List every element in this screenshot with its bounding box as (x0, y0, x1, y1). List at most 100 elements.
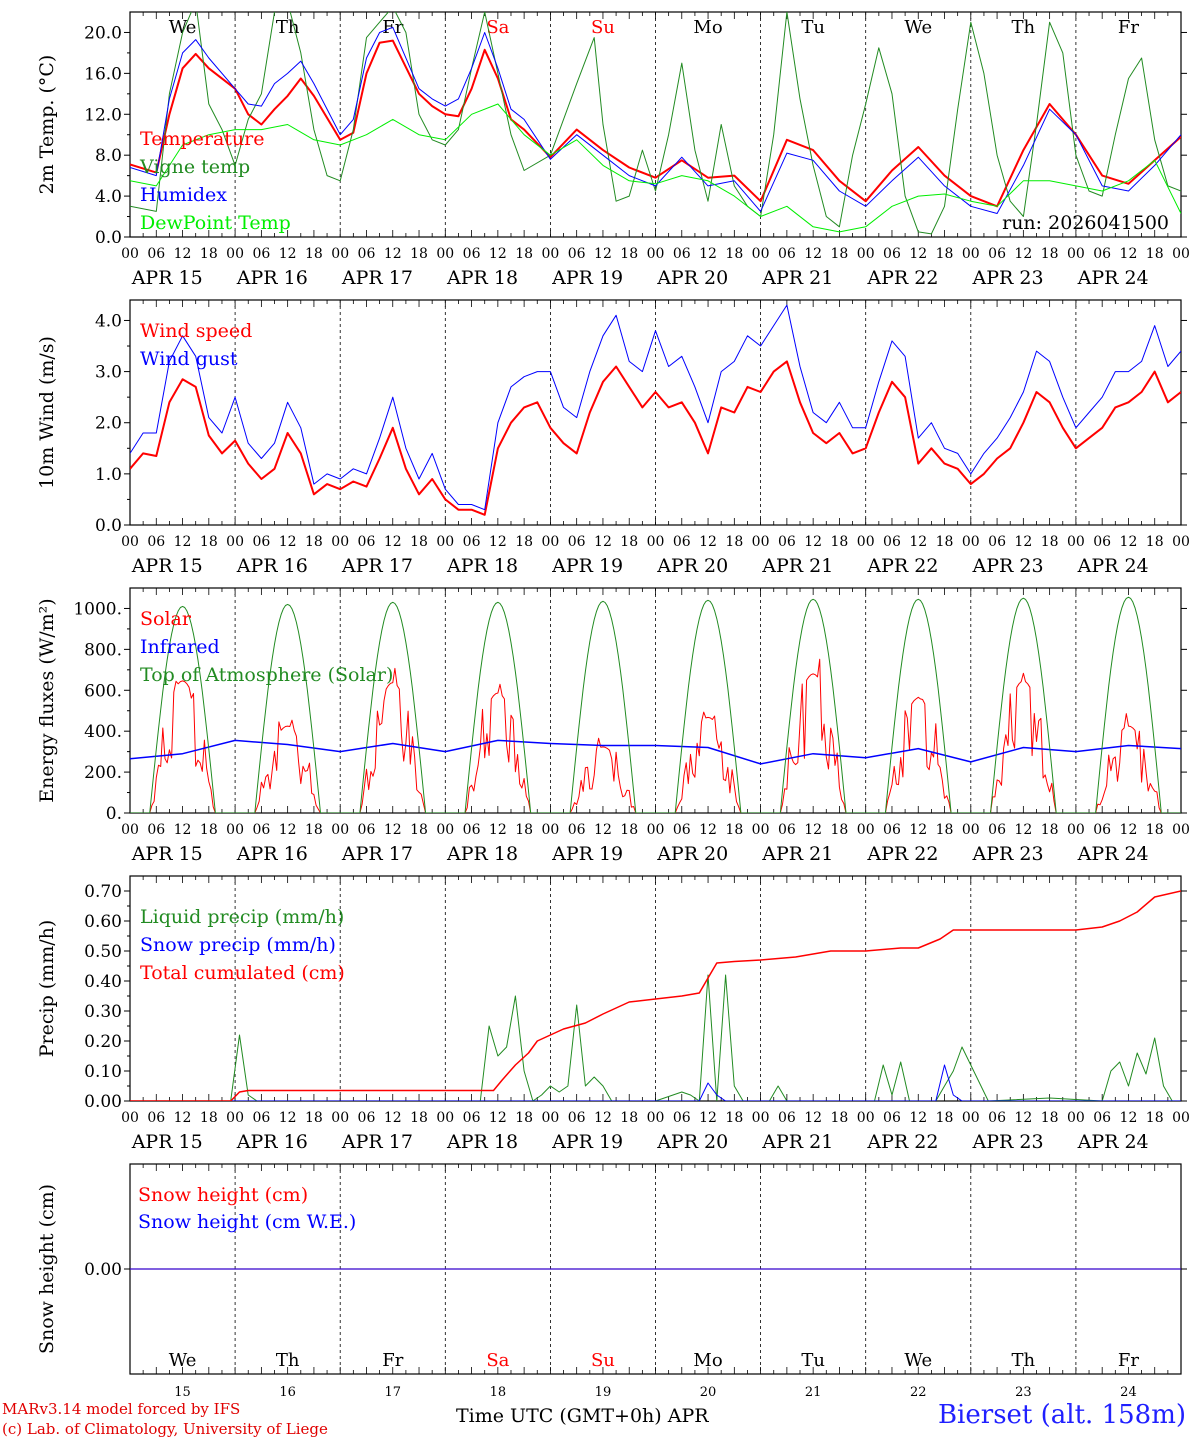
date-label: APR 18 (446, 843, 518, 865)
y-tick-label: 0.00 (84, 1260, 122, 1280)
series-group (130, 890, 1181, 1101)
hour-label: 06 (883, 246, 901, 262)
x-axis-title: Time UTC (GMT+0h) APR (456, 1405, 709, 1427)
hour-label: 12 (489, 246, 507, 262)
y-tick-label: 0.50 (84, 942, 122, 962)
hour-label: 06 (463, 822, 481, 838)
hour-label: 00 (226, 534, 244, 550)
hour-label: 00 (1172, 534, 1190, 550)
legend-entry: Wind speed (140, 320, 252, 342)
legend-entry: Solar (140, 608, 192, 630)
y-axis-label: 10m Wind (m/s) (36, 336, 58, 489)
series-line-wind-speed (130, 360, 1181, 516)
chart-panel-3: 0. 200. 400. 600. 800. 1000. Energy fluxes (W/… (36, 587, 1190, 865)
hour-label: 18 (200, 822, 218, 838)
y-tick-label: 4.0 (95, 187, 122, 207)
hour-label: 12 (804, 246, 822, 262)
y-tick-label: 4.0 (95, 311, 122, 331)
series-line-top-of-atmosphere-solar- (130, 596, 1181, 813)
legend-entry: Liquid precip (mm/h) (140, 906, 344, 928)
hour-label: 18 (831, 1110, 849, 1126)
date-label: APR 23 (972, 1131, 1044, 1153)
date-label: APR 20 (656, 1131, 728, 1153)
hour-label: 12 (279, 246, 297, 262)
day-number-label: 20 (700, 1385, 717, 1400)
hour-label: 06 (1093, 1110, 1111, 1126)
hour-label: 18 (515, 1110, 533, 1126)
hour-label: 12 (1120, 822, 1138, 838)
hour-label: 00 (857, 246, 875, 262)
hour-label: 12 (804, 1110, 822, 1126)
y-tick-label: 0.00 (84, 1092, 122, 1112)
hour-label: 00 (1067, 822, 1085, 838)
hour-label: 06 (252, 534, 270, 550)
hour-label: 00 (752, 822, 770, 838)
hour-label: 06 (883, 822, 901, 838)
legend-entry: Vigne temp (139, 156, 250, 178)
legend-entry: Humidex (140, 184, 227, 206)
date-label: APR 18 (446, 1131, 518, 1153)
date-label: APR 21 (761, 267, 833, 289)
date-label: APR 16 (236, 1131, 308, 1153)
day-number-label: 16 (279, 1385, 296, 1400)
hour-label: 12 (699, 1110, 717, 1126)
series-line-vigne-temp (130, 12, 1181, 235)
weekday-label: Tu (801, 17, 825, 38)
date-label: APR 23 (972, 267, 1044, 289)
hour-label: 06 (568, 246, 586, 262)
hour-label: 12 (699, 822, 717, 838)
date-label: APR 22 (866, 1131, 938, 1153)
y-tick-label: 200. (84, 763, 122, 783)
date-label: APR 18 (446, 267, 518, 289)
hour-label: 00 (121, 822, 139, 838)
hour-label: 00 (541, 534, 559, 550)
hour-label: 00 (962, 1110, 980, 1126)
y-axis-label: Snow height (cm) (36, 1184, 58, 1354)
hour-label: 06 (673, 1110, 691, 1126)
hour-label: 06 (358, 822, 376, 838)
hour-label: 00 (541, 822, 559, 838)
hour-label: 00 (752, 1110, 770, 1126)
hour-label: 00 (436, 534, 454, 550)
y-tick-label: 0.70 (84, 882, 122, 902)
day-number-label: 21 (805, 1385, 822, 1400)
hour-label: 12 (1120, 534, 1138, 550)
hour-label: 00 (331, 246, 349, 262)
date-label: APR 19 (551, 267, 623, 289)
hour-label: 06 (147, 822, 165, 838)
hour-label: 06 (568, 1110, 586, 1126)
date-label: APR 20 (656, 555, 728, 577)
hour-label: 00 (121, 1110, 139, 1126)
series-group (130, 304, 1181, 516)
hour-label: 00 (962, 822, 980, 838)
hour-label: 18 (620, 534, 638, 550)
y-tick-label: 0.30 (84, 1002, 122, 1022)
hour-label: 06 (358, 1110, 376, 1126)
y-tick-label: 800. (84, 640, 122, 660)
hour-label: 18 (936, 1110, 954, 1126)
legend-entry: Snow height (cm W.E.) (138, 1211, 356, 1233)
hour-label: 12 (1014, 246, 1032, 262)
y-tick-label: 0.10 (84, 1062, 122, 1082)
date-label: APR 21 (761, 1131, 833, 1153)
hour-label: 12 (174, 246, 192, 262)
date-label: APR 17 (341, 843, 413, 865)
hour-label: 12 (384, 534, 402, 550)
hour-label: 18 (620, 246, 638, 262)
date-label: APR 15 (131, 1131, 203, 1153)
hour-label: 18 (410, 246, 428, 262)
date-label: APR 22 (866, 555, 938, 577)
date-label: APR 19 (551, 1131, 623, 1153)
legend-entry: Snow height (cm) (138, 1184, 308, 1206)
hour-label: 06 (358, 534, 376, 550)
hour-label: 18 (515, 246, 533, 262)
hour-label: 18 (410, 1110, 428, 1126)
hour-label: 00 (121, 246, 139, 262)
hour-label: 18 (725, 822, 743, 838)
hour-label: 00 (541, 1110, 559, 1126)
hour-label: 00 (541, 246, 559, 262)
hour-label: 18 (936, 534, 954, 550)
y-tick-label: 0. (106, 804, 122, 824)
hour-label: 18 (410, 534, 428, 550)
hour-label: 06 (252, 822, 270, 838)
